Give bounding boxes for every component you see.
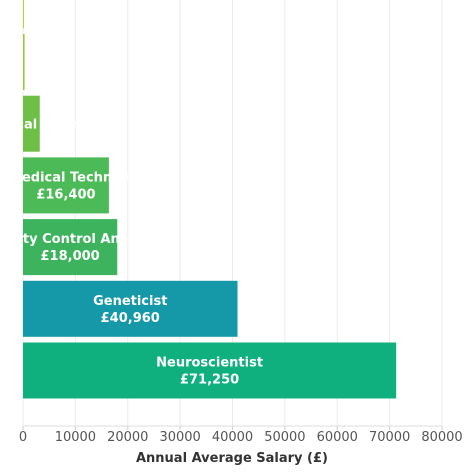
bar-category-label: Quality Control Analyst <box>0 232 155 247</box>
bar-value-label: £71,250 <box>180 373 239 388</box>
x-tick-label: 10000 <box>55 430 96 445</box>
x-tick-label: 0 <box>19 430 27 445</box>
x-tick-label: 50000 <box>264 430 305 445</box>
x-tick-label: 60000 <box>317 430 358 445</box>
gridlines <box>22 0 443 426</box>
bar-category-label: Neuroscientist <box>156 356 263 371</box>
bar-labels: Neuroscientist £71,250 Geneticist £40,960 Qu… <box>0 118 263 388</box>
x-tick-label: 40000 <box>212 430 253 445</box>
bar <box>23 157 109 214</box>
x-tick-label: 80000 <box>421 430 462 445</box>
bar <box>23 280 238 337</box>
bars <box>23 0 397 399</box>
x-tick-label: 30000 <box>159 430 200 445</box>
bar <box>23 95 40 152</box>
bar <box>23 219 118 276</box>
x-axis-title: Annual Average Salary (£) <box>136 451 328 466</box>
x-axis-ticks: 0 10000 20000 30000 40000 50000 60000 70000 8000… <box>19 425 463 445</box>
bar-category-label: Biomedical Technician <box>0 170 147 185</box>
bar-category-label: Geneticist <box>93 294 167 309</box>
bar-value-label: £40,960 <box>101 311 160 326</box>
bar-value-label: £16,400 <box>36 187 95 202</box>
x-tick-label: 70000 <box>369 430 410 445</box>
bar <box>23 34 25 90</box>
bar <box>23 0 24 29</box>
bar-value-label: £18,000 <box>41 249 100 264</box>
bar <box>23 342 397 399</box>
bar-category-label: Biomedical Scientist <box>0 118 106 133</box>
x-tick-label: 20000 <box>107 430 148 445</box>
